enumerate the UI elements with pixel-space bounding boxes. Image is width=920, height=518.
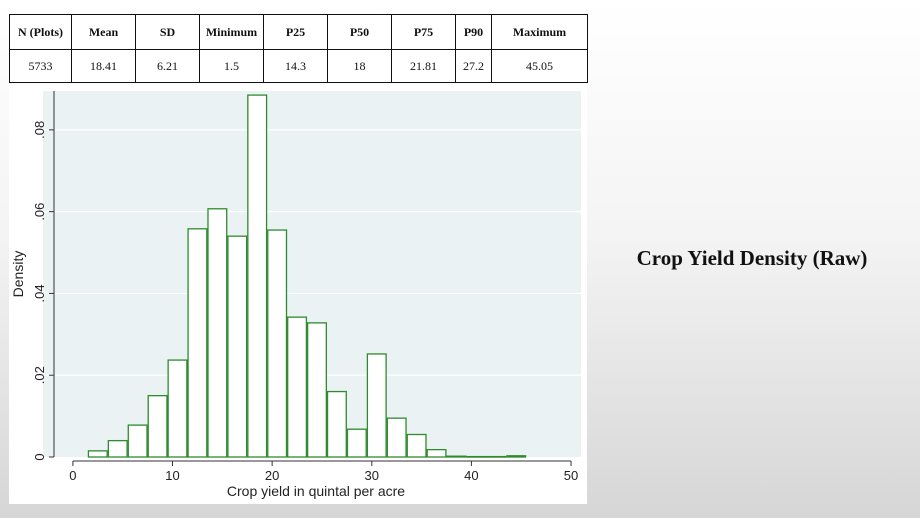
histogram-bars	[87, 94, 527, 458]
x-tick-label: 10	[165, 468, 179, 483]
density-histogram: 0 10 20 30 40 50 0 .02 .04 .06 .08 Crop yield in …	[9, 84, 587, 504]
header-cell: Maximum	[491, 14, 588, 50]
x-tick-label: 50	[564, 468, 578, 483]
histogram-bar	[326, 390, 347, 458]
histogram-bar	[127, 424, 148, 458]
value-cell: 1.5	[199, 49, 264, 83]
histogram-bar	[386, 417, 407, 458]
histogram-bar	[406, 433, 427, 458]
header-cell: Mean	[71, 14, 136, 50]
histogram-bar	[247, 94, 268, 458]
value-cell: 27.2	[455, 49, 492, 83]
value-cell: 6.21	[135, 49, 200, 83]
x-tick-label: 20	[265, 468, 279, 483]
histogram-bar	[306, 322, 327, 458]
y-axis-label: Density	[10, 251, 26, 298]
histogram-bar	[446, 455, 467, 458]
y-tick-label: .08	[32, 121, 47, 139]
x-tick-label: 40	[464, 468, 478, 483]
header-cell: P50	[327, 14, 392, 50]
histogram-bar	[87, 450, 108, 458]
stats-header-row: N (Plots) Mean SD Minimum P25 P50 P75 P9…	[9, 14, 588, 50]
header-cell: N (Plots)	[9, 14, 72, 50]
histogram-bar	[147, 395, 168, 458]
x-axis-label: Crop yield in quintal per acre	[227, 483, 405, 499]
value-cell: 18	[327, 49, 392, 83]
histogram-bar	[167, 359, 188, 458]
header-cell: P90	[455, 14, 492, 50]
value-cell: 45.05	[491, 49, 588, 83]
y-tick-label: 0	[32, 453, 47, 460]
histogram-bar	[107, 439, 128, 458]
y-tick-label: .06	[32, 203, 47, 221]
header-cell: Minimum	[199, 14, 264, 50]
slide-title: Crop Yield Density (Raw)	[636, 246, 868, 270]
header-cell: P25	[263, 14, 328, 50]
y-tick-label: .02	[32, 366, 47, 384]
header-cell: SD	[135, 14, 200, 50]
histogram-bar	[346, 428, 367, 458]
histogram-bar	[267, 229, 288, 458]
histogram-bar	[486, 455, 507, 458]
histogram-bar	[287, 316, 308, 458]
summary-stats-table: N (Plots) Mean SD Minimum P25 P50 P75 P9…	[9, 14, 588, 83]
histogram-bar	[227, 235, 248, 458]
histogram-bar	[506, 455, 527, 458]
x-tick-label: 30	[365, 468, 379, 483]
histogram-bar	[466, 455, 487, 458]
histogram-bar	[187, 228, 208, 458]
histogram-bar	[207, 208, 228, 458]
x-tick-label: 0	[69, 468, 76, 483]
axes	[53, 91, 572, 462]
histogram-bar	[426, 448, 447, 458]
value-cell: 18.41	[71, 49, 136, 83]
y-tick-label: .04	[32, 284, 47, 302]
y-axis-ticks: 0 .02 .04 .06 .08	[32, 121, 54, 461]
value-cell: 21.81	[391, 49, 456, 83]
value-cell: 5733	[9, 49, 72, 83]
header-cell: P75	[391, 14, 456, 50]
stats-value-row: 5733 18.41 6.21 1.5 14.3 18 21.81 27.2 4…	[9, 49, 588, 83]
x-axis-ticks: 0 10 20 30 40 50	[69, 461, 578, 483]
gridlines	[43, 129, 581, 376]
histogram-bar	[366, 353, 387, 458]
value-cell: 14.3	[263, 49, 328, 83]
